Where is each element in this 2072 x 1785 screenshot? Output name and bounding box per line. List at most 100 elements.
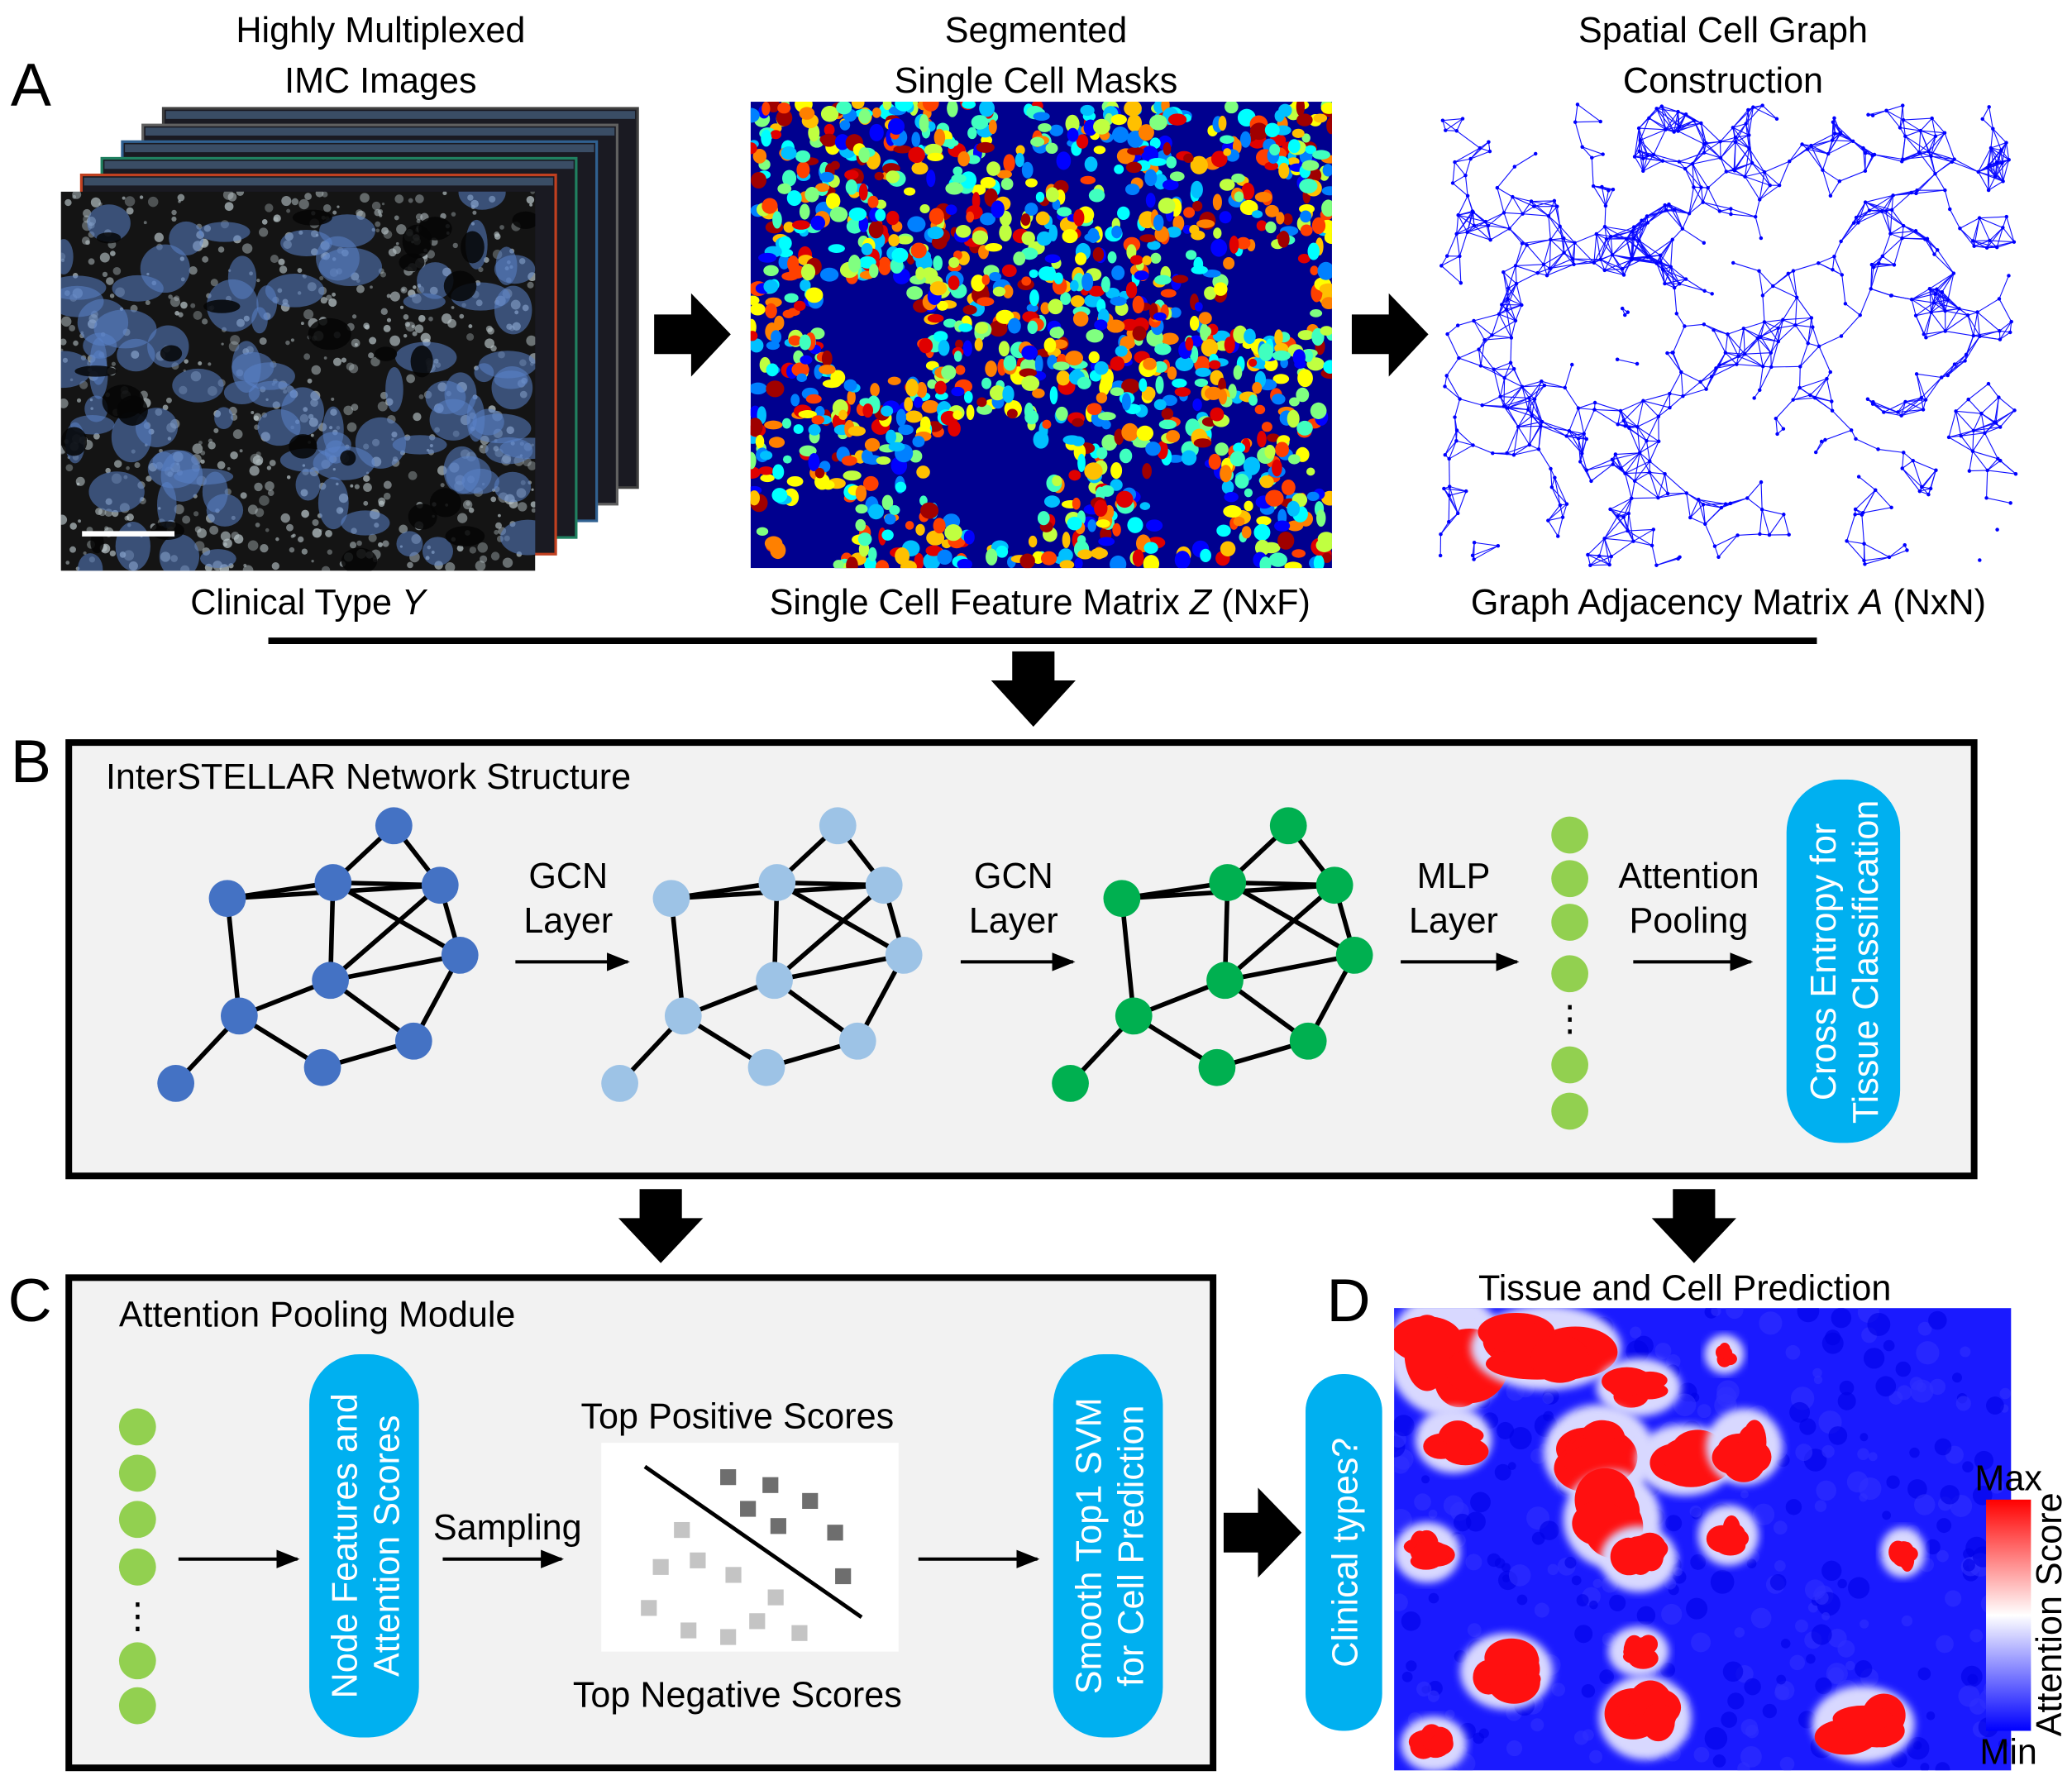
map-texture [1750,1607,1772,1629]
graph-edge [1649,239,1673,257]
graph-edge [1554,477,1568,504]
imc-void [102,384,144,419]
cell-mask [1114,165,1124,174]
cell-mask [1114,428,1124,445]
graph-edge [1456,215,1459,234]
cell-mask [1310,309,1323,317]
cell-mask [1320,102,1332,114]
cell-mask [764,420,783,430]
imc-texture [266,465,272,470]
graph-edge [1506,444,1530,454]
graph-node [1483,219,1488,224]
imc-tumor [256,285,278,321]
graph-edge [1990,147,1998,163]
gnn-edge [772,883,886,982]
graph-node [1984,496,1988,500]
graph-edge [1690,517,1706,525]
graph-edge [1596,233,1602,260]
graph-edge [1735,136,1750,149]
graph-node [1736,354,1740,359]
cell-mask [971,115,989,130]
graph-edge [1901,136,1906,162]
graph-edge [1748,105,1763,111]
cell-mask [1317,261,1332,280]
map-texture [1421,1475,1430,1484]
graph-edge [1935,273,1955,294]
graph-node [1439,532,1443,537]
graph-node [1918,128,1923,133]
graph-node [1923,398,1928,402]
cell-mask [768,437,785,448]
graph-edge [1979,217,1990,241]
graph-edge [1512,196,1532,203]
graph-edge [1514,153,1536,168]
graph-node [1647,470,1652,475]
imc-texture [494,231,500,237]
graph-node [1977,216,1982,220]
cell-mask [1032,388,1045,399]
imc-texture [83,208,92,218]
graph-edge [1973,426,2001,432]
step-label: GCN Layer [523,857,613,941]
graph-edge [1473,320,1486,341]
graph-node [1590,155,1594,160]
graph-edge [1642,155,1649,171]
imc-texture [341,357,347,363]
cell-mask [1094,360,1109,375]
imc-texture [162,404,169,411]
graph-node [1665,351,1669,356]
caption: Clinical Type Y [190,583,428,623]
cell-mask [1093,146,1106,155]
graph-edge [1719,208,1731,212]
graph-node [1917,150,1922,155]
graph-edge [1864,543,1890,558]
graph-edge [1649,117,1674,133]
graph-edge [1665,209,1690,214]
graph-node [1769,351,1774,355]
imc-texture [154,232,164,242]
cell-mask [940,139,959,147]
graph-edge [1606,238,1613,255]
imc-texture [301,548,308,555]
graph-node [1954,409,1958,413]
graph-edge [1968,383,1989,400]
graph-edge [1549,239,1564,254]
caption-part: Single Cell Feature Matrix [770,583,1190,623]
graph-edge [1662,160,1686,169]
map-texture [1882,1511,1892,1520]
graph-node [1532,397,1537,401]
cell-mask [962,304,977,315]
graph-node [1598,257,1602,262]
imc-texture [60,316,72,327]
svm-boundary [643,1464,863,1620]
imc-texture [416,218,421,223]
graph-edge [1656,239,1673,264]
cell-mask [858,183,868,201]
imc-texture [388,248,397,257]
graph-node [1863,562,1867,566]
graph-node [1774,416,1778,421]
cell-mask [1244,500,1253,512]
graph-edge [1665,129,1678,132]
graph-edge [1549,239,1551,269]
graph-edge [1833,241,1842,257]
graph-edge [1449,486,1459,514]
cell-mask [933,331,948,342]
graph-node [1755,336,1759,341]
graph-edge [1458,214,1475,227]
graph-node [1627,426,1631,430]
imc-texture [315,191,324,198]
imc-texture [323,356,327,360]
cell-mask [888,234,900,247]
graph-edge [1810,145,1823,170]
imc-texture [265,203,274,212]
graph-edge [1744,353,1764,367]
map-texture [1516,1594,1528,1606]
graph-node [1998,329,2002,333]
graph-edge [1757,337,1778,342]
negative-point [791,1625,808,1641]
graph-edge [1515,245,1528,266]
graph-edge [1594,408,1621,412]
graph-edge [1735,141,1750,149]
graph-node [1659,104,1664,108]
